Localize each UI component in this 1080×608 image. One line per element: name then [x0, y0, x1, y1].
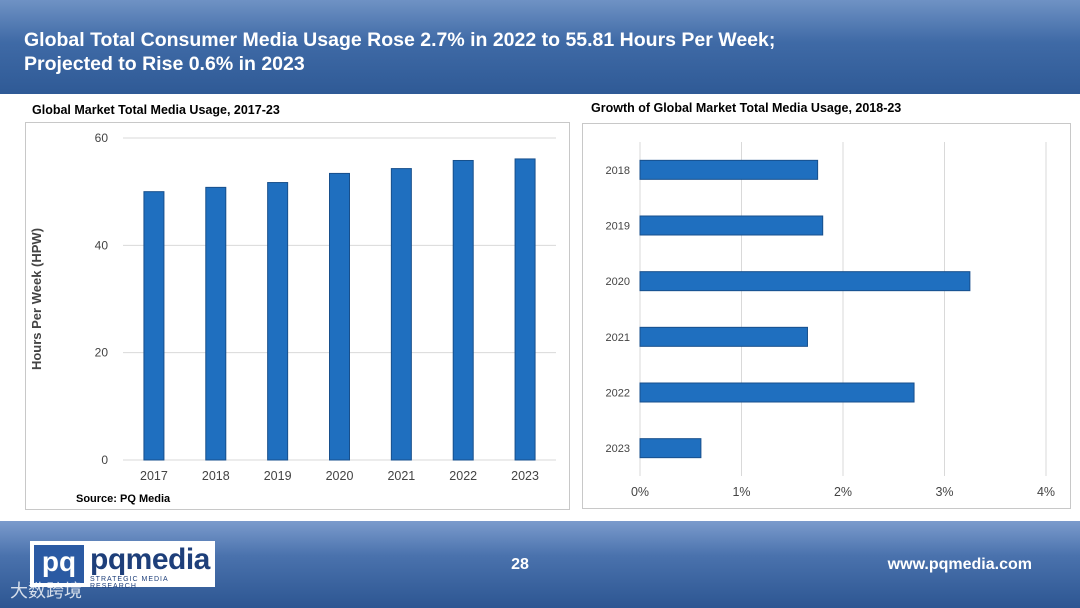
website-link[interactable]: www.pqmedia.com: [887, 556, 1032, 573]
x-tick-label: 2020: [326, 469, 354, 483]
x-tick-label: 2023: [511, 469, 539, 483]
x-tick-label: 2019: [264, 469, 292, 483]
hbar-2020: [639, 271, 971, 292]
x-tick-label: 2022: [449, 469, 477, 483]
y-tick-label: 2020: [606, 276, 630, 288]
header-banner: Global Total Consumer Media Usage Rose 2…: [0, 0, 1080, 94]
y-tick-label: 40: [95, 238, 109, 252]
x-tick-label: 0%: [631, 485, 649, 499]
hbar-2022: [639, 382, 915, 403]
y-tick-label: 60: [95, 131, 109, 145]
right-chart-panel: 0% 1% 2% 3% 4% 2018 2019 2020 2021 2022 2023: [582, 123, 1071, 509]
bar-2022: [452, 159, 474, 461]
x-tick-label: 2%: [834, 485, 852, 499]
source-note: Source: PQ Media: [76, 493, 171, 505]
title-line-2: Projected to Rise 0.6% in 2023: [24, 53, 305, 75]
right-chart-title: Growth of Global Market Total Media Usag…: [591, 101, 902, 115]
hbar-2021: [639, 326, 808, 347]
y-tick-label: 2022: [606, 388, 630, 400]
y-tick-label: 2021: [606, 332, 630, 344]
bar-2018: [205, 186, 227, 461]
vertical-bar-chart: 0 20 40 60 2017 2018 2019 2020 2021 2022 2023 Hours…: [29, 131, 556, 483]
title-line-1: Global Total Consumer Media Usage Rose 2…: [24, 29, 776, 51]
watermark-text: 大数跨境: [10, 581, 82, 602]
x-tick-label: 1%: [732, 485, 750, 499]
x-tick-label: 2018: [202, 469, 230, 483]
page-title: Global Total Consumer Media Usage Rose 2…: [24, 28, 1024, 76]
logo-tagline: STRATEGIC MEDIA RESEARCH: [90, 576, 169, 590]
bar-2020: [329, 172, 350, 461]
horizontal-bar-chart: 0% 1% 2% 3% 4% 2018 2019 2020 2021 2022 2023: [606, 142, 1055, 499]
bar-2019: [267, 182, 289, 461]
y-tick-label: 20: [95, 346, 109, 360]
page-number: 28: [511, 556, 529, 573]
x-tick-label: 2017: [140, 469, 168, 483]
x-tick-label: 3%: [935, 485, 953, 499]
y-axis-label: Hours Per Week (HPW): [29, 228, 44, 370]
hbar-2019: [639, 215, 824, 236]
left-chart-title: Global Market Total Media Usage, 2017-23: [32, 103, 280, 117]
y-tick-label: 2023: [606, 443, 630, 455]
logo-pq-mark: pq: [34, 545, 84, 583]
hbar-2018: [639, 159, 819, 180]
x-tick-label: 2021: [387, 469, 415, 483]
bar-2023: [514, 158, 536, 461]
y-tick-label: 0: [101, 453, 108, 467]
footer-banner: pq pqmedia STRATEGIC MEDIA RESEARCH 28 w…: [0, 521, 1080, 608]
y-tick-label: 2018: [606, 165, 630, 177]
left-chart-panel: 0 20 40 60 2017 2018 2019 2020 2021 2022 2023 Hours…: [25, 122, 570, 510]
hbar-2023: [639, 438, 702, 459]
logo-wordmark: pqmedia: [90, 543, 210, 576]
y-tick-label: 2019: [606, 221, 630, 233]
bar-2021: [390, 168, 412, 461]
bar-2017: [143, 191, 165, 461]
pqmedia-logo[interactable]: pq pqmedia STRATEGIC MEDIA RESEARCH: [30, 541, 215, 590]
x-tick-label: 4%: [1037, 485, 1055, 499]
